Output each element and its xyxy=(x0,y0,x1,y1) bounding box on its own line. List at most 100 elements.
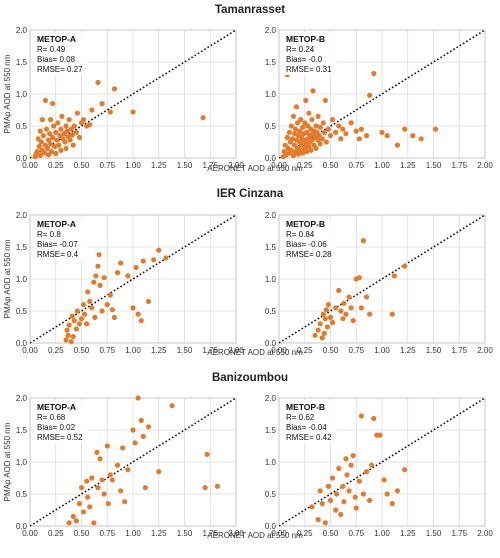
stat-line: R= 0.8 xyxy=(37,230,61,239)
data-point xyxy=(64,327,70,333)
data-point xyxy=(39,117,45,123)
x-tick-label: 0.50 xyxy=(323,161,339,170)
x-tick-label: 1.75 xyxy=(202,346,218,355)
data-point xyxy=(89,107,95,113)
y-tick-label: 2.0 xyxy=(265,394,277,403)
data-point xyxy=(145,424,152,430)
data-point xyxy=(344,472,350,478)
data-point xyxy=(55,120,61,126)
stat-line: R= 0.49 xyxy=(37,45,66,54)
data-point xyxy=(338,308,344,314)
y-tick-label: 1.5 xyxy=(16,58,28,67)
data-point xyxy=(343,311,349,317)
y-tick-label: 2.0 xyxy=(265,26,277,35)
y-tick-label: 0.0 xyxy=(265,339,277,348)
data-point xyxy=(329,117,336,123)
y-tick-label: 0.5 xyxy=(265,307,277,316)
data-point xyxy=(80,117,87,123)
data-point xyxy=(306,110,312,116)
data-point xyxy=(321,330,327,336)
data-point xyxy=(379,129,385,135)
data-point xyxy=(284,134,290,141)
data-point xyxy=(319,136,325,142)
data-point xyxy=(204,451,210,457)
data-point xyxy=(70,142,76,148)
data-point xyxy=(333,129,339,135)
data-point xyxy=(315,113,321,119)
data-point xyxy=(125,467,131,473)
data-point xyxy=(38,139,44,145)
data-point xyxy=(71,123,77,129)
data-point xyxy=(95,485,101,491)
data-point xyxy=(70,334,76,340)
data-point xyxy=(329,319,336,326)
x-tick-label: 1.00 xyxy=(374,161,390,170)
data-point xyxy=(343,131,349,137)
data-point xyxy=(297,128,303,134)
stat-line: R= 0.68 xyxy=(37,413,66,422)
data-point xyxy=(304,129,310,135)
satellite-label: METOP-A xyxy=(37,34,76,44)
y-tick-label: 0.0 xyxy=(265,522,277,531)
data-point xyxy=(80,302,87,308)
x-tick-label: 1.00 xyxy=(125,161,141,170)
stat-line: RMSE= 0.4 xyxy=(37,250,79,259)
data-point xyxy=(394,488,401,494)
x-tick-label: 1.25 xyxy=(151,346,167,355)
data-point xyxy=(341,300,347,306)
data-point xyxy=(118,260,124,266)
data-point xyxy=(313,123,319,129)
data-point xyxy=(53,129,59,135)
data-point xyxy=(381,477,387,483)
data-point xyxy=(48,141,54,147)
y-tick-label: 1.5 xyxy=(265,243,277,252)
data-point xyxy=(316,133,322,139)
data-point xyxy=(70,513,76,520)
data-point xyxy=(54,137,60,143)
data-point xyxy=(73,518,79,524)
x-tick-label: 1.75 xyxy=(451,346,467,355)
x-tick-label: 0.75 xyxy=(99,161,115,170)
x-tick-label: 2.00 xyxy=(477,161,493,170)
data-point xyxy=(317,141,323,147)
data-point xyxy=(322,316,328,322)
x-tick-label: 0.00 xyxy=(271,529,287,538)
data-point xyxy=(135,395,141,401)
data-point xyxy=(327,314,334,320)
data-point xyxy=(325,126,332,132)
x-axis-label: AERONET AOD at 550 nm xyxy=(207,531,303,540)
data-point xyxy=(45,137,52,143)
data-point xyxy=(105,501,111,507)
scatter-panel-metop-a: 0.00 0.25 0.50 0.75 1.00 1.25 1.50 1.75 2.00 0.0 0… xyxy=(3,394,244,538)
data-point xyxy=(317,321,323,327)
data-point xyxy=(384,491,390,497)
data-point xyxy=(59,113,65,119)
data-point xyxy=(40,133,46,139)
data-point xyxy=(58,147,64,153)
data-point xyxy=(348,120,354,126)
data-point xyxy=(76,321,83,327)
x-axis-label: AERONET AOD at 550 nm xyxy=(207,348,303,357)
data-point xyxy=(169,403,175,409)
scatter-panel-metop-a: 0.00 0.25 0.50 0.75 1.00 1.25 1.50 1.75 2.00 0.0 0… xyxy=(3,211,244,355)
data-point xyxy=(46,131,53,137)
data-point xyxy=(89,475,95,481)
data-point xyxy=(151,257,157,263)
data-point xyxy=(367,497,373,503)
y-tick-label: 0.5 xyxy=(16,307,28,316)
data-point xyxy=(340,483,346,489)
y-tick-label: 0.5 xyxy=(16,122,28,131)
data-point xyxy=(319,335,325,341)
data-point xyxy=(350,453,356,459)
x-tick-label: 0.75 xyxy=(348,161,364,170)
stats-box xyxy=(34,33,88,75)
x-tick-label: 1.75 xyxy=(202,161,218,170)
data-point xyxy=(96,252,102,258)
stat-line: RMSE= 0.27 xyxy=(37,65,83,74)
data-point xyxy=(304,149,310,155)
site-title: Banizoumbou xyxy=(212,372,288,384)
scatter-panel-metop-b: 0.00 0.25 0.50 0.75 1.00 1.25 1.50 1.75 2.00 0.0 0… xyxy=(265,26,493,170)
data-point xyxy=(343,456,349,462)
data-point xyxy=(348,462,354,468)
data-point xyxy=(367,92,373,98)
